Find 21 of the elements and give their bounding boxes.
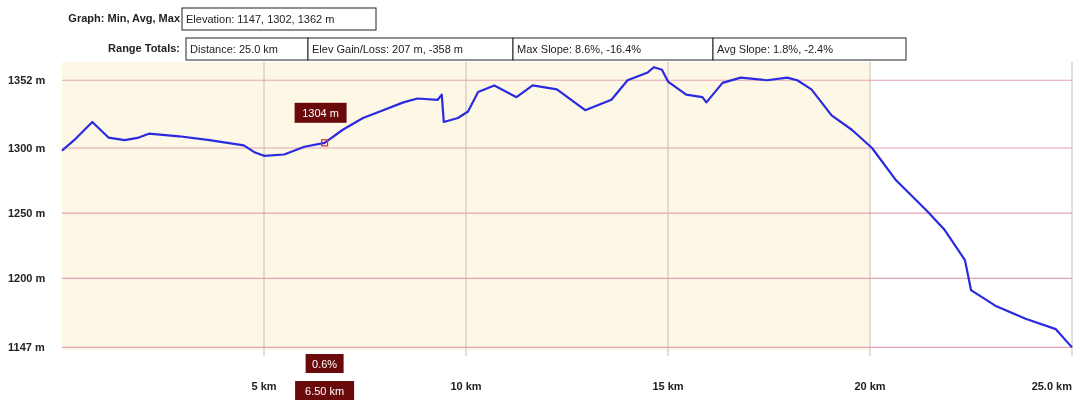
chart-title: Graph: Min, Avg, Max (68, 12, 181, 24)
text: Elevation: 1147, 1302, 1362 m (186, 13, 335, 25)
y-tick-label: 1147 m (8, 341, 45, 354)
x-tick-label: 25.0 km (1031, 380, 1073, 392)
y-tick-label: 1300 m (8, 141, 46, 154)
text: Distance: 25.0 km (190, 43, 279, 55)
y-tick-label: 1200 m (8, 272, 46, 285)
text: 0.6% (312, 358, 338, 370)
x-tick-label: 10 km (450, 380, 482, 392)
x-tick-label: 5 km (251, 380, 277, 392)
text: Elev Gain/Loss: 207 m, -358 m (312, 43, 464, 55)
text: 6.50 km (305, 385, 345, 397)
text: Max Slope: 8.6%, -16.4% (517, 43, 642, 55)
x-tick-label: 20 km (854, 380, 886, 392)
chart-subtitle: Range Totals: (108, 42, 180, 54)
y-tick-label: 1352 m (8, 74, 46, 87)
text: Avg Slope: 1.8%, -2.4% (717, 43, 834, 55)
y-tick-label: 1250 m (8, 207, 46, 220)
line-series (60, 66, 1074, 349)
x-tick-label: 15 km (652, 380, 684, 392)
annotation: 1304 m (302, 106, 339, 119)
